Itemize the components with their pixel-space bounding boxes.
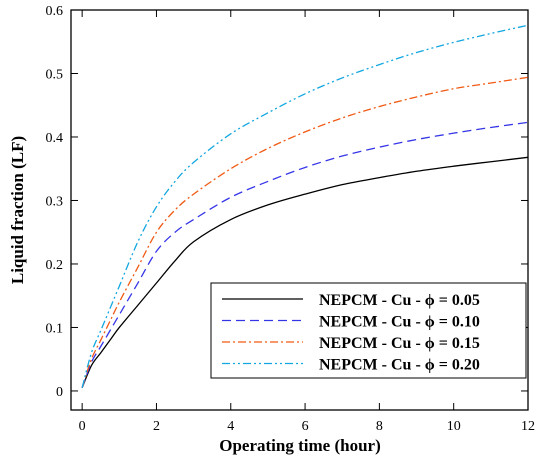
x-tick-label: 8	[376, 419, 383, 434]
x-axis-title: Operating time (hour)	[219, 436, 380, 455]
legend-label: NEPCM - Cu - ϕ = 0.15	[319, 335, 480, 352]
y-tick-label: 0.6	[46, 4, 64, 19]
y-axis-title: Liquid fraction (LF)	[8, 136, 27, 284]
y-tick-label: 0.3	[46, 194, 64, 209]
legend-label: NEPCM - Cu - ϕ = 0.10	[319, 314, 480, 331]
x-tick-label: 10	[447, 419, 461, 434]
y-tick-label: 0.5	[46, 67, 64, 82]
axis-ticks: 0 2 4 6 8 10 12 0 0.1 0.2 0.3 0.4 0.5 0.6	[46, 4, 536, 434]
y-tick-label: 0	[56, 385, 63, 400]
plot-frame	[70, 9, 529, 411]
x-tick-label: 0	[79, 419, 86, 434]
x-tick-label: 6	[302, 419, 309, 434]
legend-label: NEPCM - Cu - ϕ = 0.20	[319, 357, 480, 374]
series-lines	[81, 24, 529, 389]
series-line	[81, 24, 529, 388]
x-tick-label: 12	[521, 419, 535, 434]
legend-label: NEPCM - Cu - ϕ = 0.05	[319, 292, 480, 309]
y-tick-label: 0.1	[46, 321, 64, 336]
legend: NEPCM - Cu - ϕ = 0.05 NEPCM - Cu - ϕ = 0.…	[210, 282, 527, 379]
legend-entries: NEPCM - Cu - ϕ = 0.05 NEPCM - Cu - ϕ = 0.…	[222, 292, 480, 374]
series-line	[81, 76, 529, 388]
y-tick-label: 0.2	[46, 258, 64, 273]
x-tick-label: 2	[153, 419, 160, 434]
series-line	[81, 156, 529, 389]
y-tick-label: 0.4	[46, 131, 64, 146]
x-tick-label: 4	[227, 419, 234, 434]
series-line	[81, 121, 529, 389]
